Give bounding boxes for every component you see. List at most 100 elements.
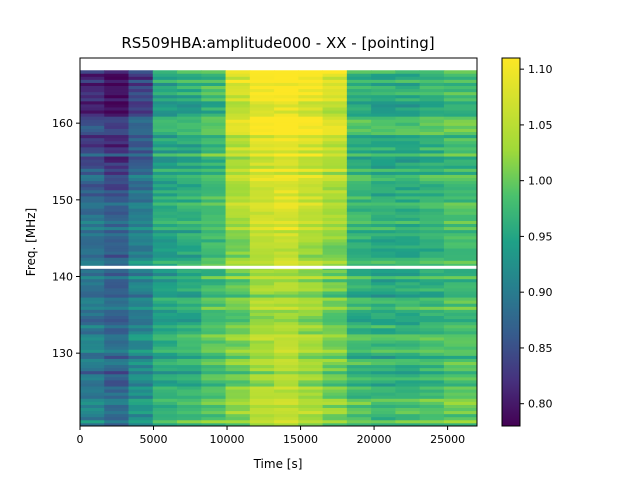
heatmap-cell xyxy=(346,309,372,313)
heatmap-cell xyxy=(249,321,275,326)
heatmap-cell xyxy=(249,229,275,234)
heatmap-cell xyxy=(274,76,299,80)
heatmap-cell xyxy=(249,297,275,301)
heatmap-cell xyxy=(80,300,105,304)
heatmap-cell xyxy=(346,380,372,384)
heatmap-cell xyxy=(274,291,299,295)
heatmap-cell xyxy=(371,85,396,90)
heatmap-cell xyxy=(201,389,226,393)
heatmap-cell xyxy=(128,214,154,218)
heatmap-cell xyxy=(104,143,129,148)
heatmap-cell xyxy=(177,88,202,93)
heatmap-cell xyxy=(225,159,251,163)
heatmap-cell xyxy=(298,131,324,136)
heatmap-cell xyxy=(80,306,105,310)
heatmap-cell xyxy=(443,355,478,359)
heatmap-cell xyxy=(225,189,251,194)
heatmap-cell xyxy=(443,352,478,356)
heatmap-cell xyxy=(443,119,478,123)
heatmap-cell xyxy=(128,186,154,191)
heatmap-cell xyxy=(443,315,478,320)
heatmap-cell xyxy=(371,128,396,132)
heatmap-cell xyxy=(371,113,396,117)
heatmap-cell xyxy=(322,211,348,215)
heatmap-cell xyxy=(419,306,445,310)
heatmap-cell xyxy=(371,413,396,418)
heatmap-cell xyxy=(395,202,421,206)
chart-title: RS509HBA:amplitude000 - XX - [pointing] xyxy=(121,34,434,52)
heatmap-cell xyxy=(298,404,324,408)
heatmap-cell xyxy=(298,422,324,427)
heatmap-cell xyxy=(104,312,129,316)
heatmap-cell xyxy=(346,125,372,129)
heatmap-cell xyxy=(249,306,275,310)
heatmap-cell xyxy=(201,208,226,212)
heatmap-cell xyxy=(201,199,226,203)
heatmap-cell xyxy=(346,395,372,399)
heatmap-cell xyxy=(104,263,129,267)
heatmap-cell xyxy=(249,340,275,344)
heatmap-cell xyxy=(201,232,226,237)
heatmap-cell xyxy=(274,153,299,157)
heatmap-cell xyxy=(177,128,202,132)
heatmap-cell xyxy=(346,346,372,350)
heatmap-cell xyxy=(177,327,202,332)
heatmap-cell xyxy=(443,373,478,378)
x-axis-ticks: 0 5000 10000 15000 20000 25000 xyxy=(77,426,465,446)
heatmap-cell xyxy=(225,398,251,402)
heatmap-cell xyxy=(80,352,105,356)
heatmap-cell xyxy=(274,174,299,178)
heatmap-cell xyxy=(177,281,202,286)
heatmap-cell xyxy=(152,202,178,206)
heatmap-cell xyxy=(128,171,154,175)
heatmap-cell xyxy=(201,226,226,231)
heatmap-cell xyxy=(225,232,251,237)
heatmap-cell xyxy=(322,386,348,390)
heatmap-cell xyxy=(274,235,299,240)
heatmap-cell xyxy=(152,288,178,292)
heatmap-cell xyxy=(225,410,251,415)
heatmap-cell xyxy=(177,119,202,123)
heatmap-cell xyxy=(443,159,478,163)
heatmap-cell xyxy=(152,220,178,224)
heatmap-cell xyxy=(152,284,178,289)
heatmap-cell xyxy=(322,88,348,93)
heatmap-cell xyxy=(225,235,251,240)
heatmap-cell xyxy=(104,337,129,341)
heatmap-cell xyxy=(104,171,129,175)
heatmap-cell xyxy=(201,119,226,123)
heatmap-cell xyxy=(395,386,421,390)
heatmap-cell xyxy=(443,208,478,212)
heatmap-cell xyxy=(443,110,478,114)
heatmap-cell xyxy=(346,189,372,194)
heatmap-cell xyxy=(322,110,348,114)
heatmap-cell xyxy=(395,349,421,353)
heatmap-cell xyxy=(128,297,154,301)
heatmap-cell xyxy=(225,407,251,412)
heatmap-cell xyxy=(177,76,202,80)
heatmap-cell xyxy=(201,128,226,132)
heatmap-cell xyxy=(201,186,226,191)
heatmap-cell xyxy=(371,226,396,231)
heatmap-cell xyxy=(443,340,478,344)
heatmap-cell xyxy=(346,376,372,381)
heatmap-cell xyxy=(443,300,478,304)
heatmap-cell xyxy=(371,180,396,185)
heatmap-cell xyxy=(298,367,324,372)
heatmap-cell xyxy=(104,107,129,111)
heatmap-cell xyxy=(298,272,324,277)
heatmap-cell xyxy=(201,137,226,142)
heatmap-cell xyxy=(128,367,154,372)
heatmap-cell xyxy=(249,284,275,289)
heatmap-cell xyxy=(419,125,445,129)
heatmap-cell xyxy=(298,137,324,142)
heatmap-cell xyxy=(371,248,396,252)
heatmap-cell xyxy=(104,88,129,93)
heatmap-cell xyxy=(274,263,299,267)
heatmap-cell xyxy=(419,73,445,77)
heatmap-cell xyxy=(104,162,129,166)
heatmap-cell xyxy=(322,291,348,295)
heatmap-cell xyxy=(225,349,251,353)
heatmap-cell xyxy=(128,205,154,209)
heatmap-cell xyxy=(274,306,299,310)
